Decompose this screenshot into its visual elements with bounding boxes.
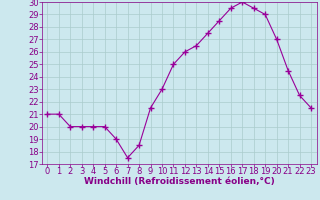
X-axis label: Windchill (Refroidissement éolien,°C): Windchill (Refroidissement éolien,°C): [84, 177, 275, 186]
